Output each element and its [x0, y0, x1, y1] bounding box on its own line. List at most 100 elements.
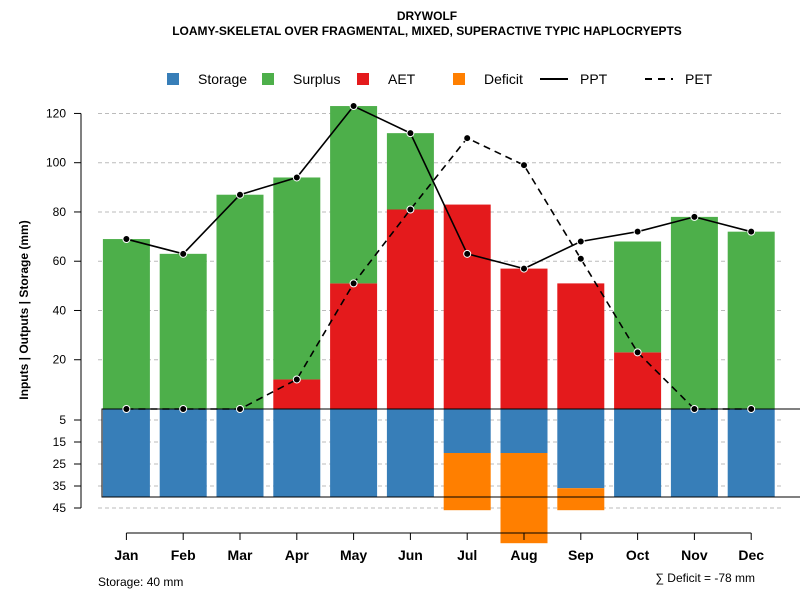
- deficit-bar: [557, 488, 605, 511]
- storage-bar: [557, 409, 605, 489]
- y-tick-label: 35: [53, 479, 67, 493]
- surplus-bar: [159, 253, 207, 409]
- x-tick-label: Apr: [285, 547, 310, 563]
- legend-label: Surplus: [293, 71, 340, 87]
- surplus-bar: [670, 216, 718, 409]
- series-lines: [122, 102, 756, 413]
- storage-note: Storage: 40 mm: [98, 575, 183, 589]
- x-tick-label: Aug: [510, 547, 537, 563]
- surplus-bar: [614, 241, 662, 353]
- legend-label: AET: [388, 71, 416, 87]
- deficit-note: ∑ Deficit = -78 mm: [655, 571, 755, 585]
- legend: Storage Surplus AET Deficit PPT PET: [167, 71, 713, 87]
- legend-swatch: [262, 73, 274, 85]
- legend-swatch: [453, 73, 465, 85]
- y-axis-label: Inputs | Outputs | Storage (mm): [17, 220, 31, 399]
- storage-bar: [614, 409, 662, 497]
- aet-bar: [443, 204, 491, 409]
- gridlines: [98, 112, 782, 509]
- ppt-line-point: [292, 173, 301, 182]
- chart-title: DRYWOLF: [397, 9, 457, 23]
- storage-bar: [216, 409, 264, 497]
- aet-bar: [500, 268, 548, 409]
- ppt-line-point: [122, 235, 131, 244]
- x-tick-label: Dec: [738, 547, 764, 563]
- x-tick-label: Feb: [171, 547, 196, 563]
- deficit-bar: [500, 453, 548, 544]
- surplus-bar: [216, 194, 264, 409]
- ppt-line-point: [236, 190, 244, 199]
- legend-label: Deficit: [484, 71, 523, 87]
- x-tick-label: Jul: [457, 547, 477, 563]
- pet-line-point: [406, 205, 415, 214]
- y-tick-label: 15: [53, 435, 67, 449]
- y-tick-label: 5: [59, 413, 66, 427]
- legend-label: PET: [685, 71, 713, 87]
- x-tick-label: Jun: [398, 547, 423, 563]
- ppt-line-point: [463, 249, 472, 258]
- legend-label: PPT: [580, 71, 608, 87]
- aet-bar: [557, 283, 605, 409]
- storage-capacity-box: [101, 408, 800, 498]
- storage-bar: [330, 409, 378, 497]
- surplus-bar: [102, 239, 150, 409]
- y-tick-label: 60: [53, 254, 67, 268]
- aet-bar: [614, 352, 662, 409]
- pet-line-point: [179, 405, 188, 413]
- surplus-bar: [727, 231, 775, 409]
- ppt-line-point: [179, 249, 188, 258]
- pet-line-point: [122, 405, 131, 413]
- x-tick-label: Mar: [228, 547, 253, 563]
- pet-line-point: [463, 134, 472, 143]
- x-tick-label: Jan: [114, 547, 138, 563]
- y-tick-label: 25: [53, 457, 67, 471]
- bars: [101, 106, 800, 544]
- pet-line-point: [576, 254, 585, 263]
- storage-bar: [443, 409, 491, 453]
- ppt-line-point: [690, 212, 699, 221]
- axes: 20 40 60 80 100 120 5 15 25 35 45 Jan Feb Mar Apr May Ju…: [46, 106, 764, 563]
- ppt-line-point: [406, 129, 415, 138]
- pet-line-point: [747, 405, 756, 413]
- storage-bar: [727, 409, 775, 497]
- y-tick-label: 100: [46, 156, 66, 170]
- aet-bar: [273, 379, 321, 409]
- pet-line-point: [520, 161, 528, 170]
- y-tick-label: 120: [46, 106, 66, 120]
- storage-bar: [159, 409, 207, 497]
- storage-bar: [670, 409, 718, 497]
- aet-bar: [386, 209, 434, 409]
- aet-bar: [330, 283, 378, 409]
- surplus-bar: [330, 106, 378, 284]
- pet-line-point: [690, 405, 699, 413]
- ppt-line-point: [576, 237, 585, 246]
- x-tick-label: Sep: [568, 547, 594, 563]
- legend-swatch: [357, 73, 369, 85]
- y-tick-label: 80: [53, 205, 67, 219]
- pet-line: [126, 137, 752, 410]
- x-tick-label: May: [340, 547, 367, 563]
- storage-bar: [102, 409, 150, 497]
- ppt-line-point: [747, 227, 756, 236]
- chart-subtitle: LOAMY-SKELETAL OVER FRAGMENTAL, MIXED, S…: [172, 24, 682, 38]
- pet-line-point: [292, 375, 301, 384]
- ppt-line: [126, 105, 752, 270]
- x-tick-label: Nov: [681, 547, 708, 563]
- ppt-line-point: [633, 227, 642, 236]
- surplus-bar: [273, 177, 321, 380]
- pet-line-point: [236, 405, 244, 413]
- storage-bar: [500, 409, 548, 453]
- pet-line-point: [349, 279, 358, 288]
- ppt-line-point: [349, 102, 358, 111]
- y-tick-label: 20: [53, 353, 67, 367]
- surplus-bar: [386, 133, 434, 210]
- storage-bar: [273, 409, 321, 497]
- storage-bar: [386, 409, 434, 497]
- legend-label: Storage: [198, 71, 247, 87]
- y-tick-label: 45: [53, 501, 67, 515]
- deficit-bar: [443, 453, 491, 511]
- legend-swatch: [167, 73, 179, 85]
- y-tick-label: 40: [53, 303, 67, 317]
- x-tick-label: Oct: [626, 547, 650, 563]
